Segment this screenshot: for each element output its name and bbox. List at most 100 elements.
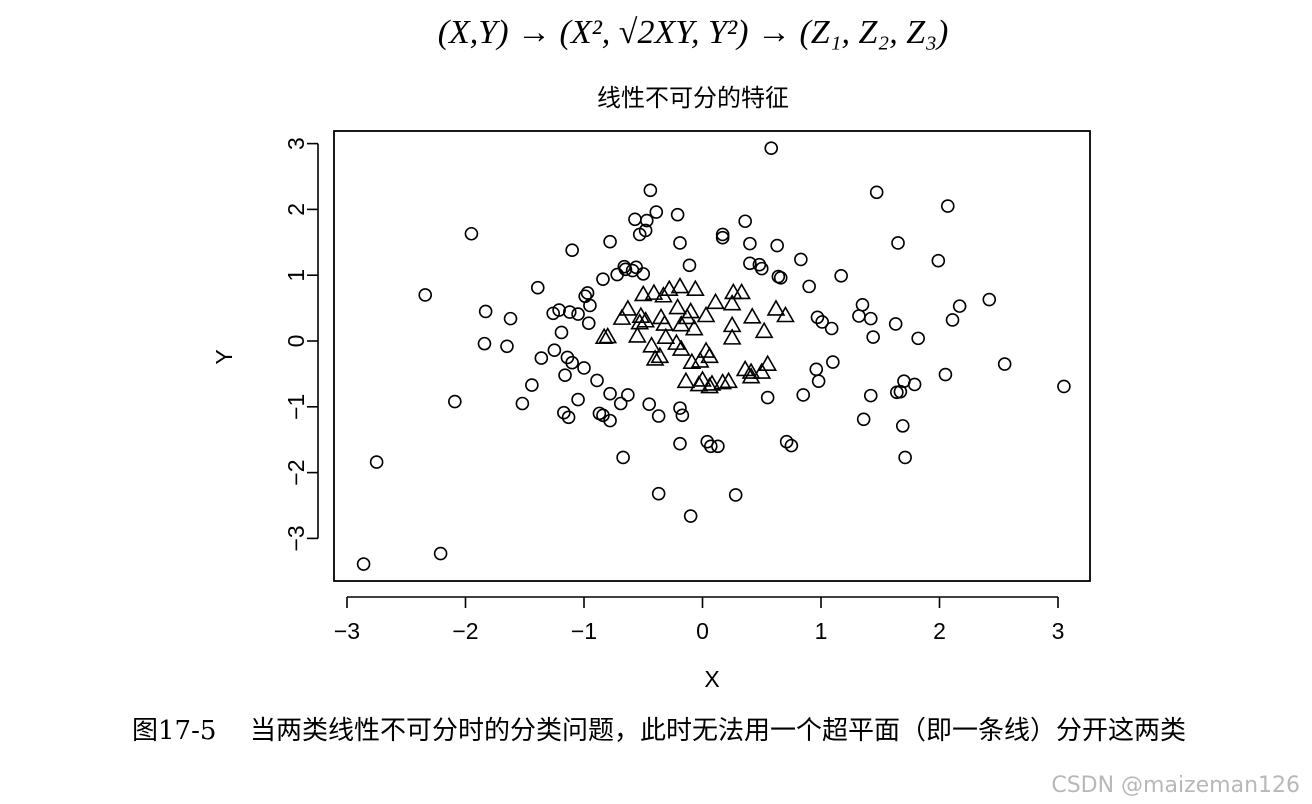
circle-point bbox=[616, 450, 630, 465]
circle-point bbox=[931, 253, 946, 268]
circle-point bbox=[562, 305, 577, 319]
triangle-point bbox=[644, 283, 664, 300]
circle-point bbox=[651, 409, 666, 423]
circle-point bbox=[779, 434, 794, 449]
triangle-point bbox=[742, 307, 762, 324]
triangle-point bbox=[650, 346, 670, 364]
circle-point bbox=[796, 388, 811, 402]
triangle-point bbox=[654, 286, 673, 303]
circle-point bbox=[997, 357, 1012, 371]
circle-point bbox=[982, 292, 997, 307]
circle-point bbox=[866, 330, 880, 344]
circle-point bbox=[478, 304, 493, 319]
triangle-point bbox=[689, 374, 709, 392]
circle-point bbox=[503, 311, 518, 326]
triangle-point bbox=[766, 299, 786, 316]
circle-point bbox=[565, 243, 579, 257]
watermark: CSDN @maizeman126 bbox=[1051, 773, 1300, 798]
circle-point bbox=[952, 299, 967, 313]
circle-point bbox=[571, 307, 585, 321]
data-markers bbox=[356, 141, 1071, 571]
circle-point bbox=[760, 390, 775, 405]
triangle-point bbox=[598, 326, 618, 344]
circle-point bbox=[802, 279, 816, 294]
triangle-point bbox=[670, 276, 690, 294]
triangle-point bbox=[612, 308, 632, 325]
circle-point bbox=[525, 378, 539, 392]
x-axis-label: X bbox=[704, 666, 719, 692]
circle-point bbox=[891, 236, 905, 250]
x-tick-label: 1 bbox=[815, 618, 828, 644]
triangle-point bbox=[706, 292, 725, 310]
circle-point bbox=[557, 405, 571, 420]
circle-point bbox=[869, 185, 884, 200]
triangle-point bbox=[633, 284, 653, 302]
circle-point bbox=[703, 439, 718, 454]
circle-point bbox=[448, 394, 462, 409]
circle-point bbox=[546, 306, 560, 321]
circle-point bbox=[642, 397, 656, 411]
circle-point bbox=[810, 310, 825, 325]
circle-point bbox=[773, 271, 788, 285]
circle-point bbox=[728, 488, 743, 502]
circle-point bbox=[554, 325, 569, 340]
y-tick-label: 2 bbox=[283, 203, 309, 216]
circle-point bbox=[534, 351, 549, 365]
triangle-point bbox=[732, 282, 751, 300]
triangle-point bbox=[684, 319, 704, 336]
circle-point bbox=[603, 413, 617, 428]
triangle-point bbox=[693, 370, 712, 387]
circle-point bbox=[596, 272, 610, 286]
circle-point bbox=[603, 386, 617, 401]
circle-point bbox=[673, 236, 687, 250]
triangle-point bbox=[722, 328, 742, 345]
circle-point bbox=[651, 486, 666, 501]
triangle-point bbox=[656, 327, 676, 345]
circle-point bbox=[824, 321, 839, 336]
x-tick-label: 3 bbox=[1052, 618, 1065, 644]
triangle-point bbox=[700, 346, 719, 364]
caption-text: 当两类线性不可分时的分类问题，此时无法用一个超平面（即一条线）分开这两类 bbox=[250, 716, 1187, 746]
triangle-point bbox=[642, 336, 661, 353]
triangle-point bbox=[676, 371, 696, 389]
circle-point bbox=[945, 313, 960, 327]
triangle-point bbox=[618, 299, 638, 316]
triangle-point bbox=[713, 372, 733, 390]
triangle-point bbox=[627, 326, 647, 343]
circle-point bbox=[856, 412, 871, 427]
circle-point bbox=[578, 289, 592, 304]
circle-point bbox=[610, 267, 624, 282]
circle-point bbox=[809, 362, 824, 377]
x-tick-label: 0 bbox=[696, 618, 709, 644]
circle-point bbox=[743, 236, 757, 251]
circle-point bbox=[852, 309, 866, 323]
circle-point bbox=[888, 317, 903, 331]
circle-point bbox=[621, 388, 635, 402]
triangle-point bbox=[686, 279, 705, 296]
circle-point bbox=[898, 450, 912, 465]
circle-point bbox=[643, 183, 658, 198]
circle-point bbox=[670, 207, 685, 222]
circle-point bbox=[826, 355, 840, 369]
circle-point bbox=[940, 199, 955, 213]
circle-point bbox=[500, 339, 514, 354]
x-axis: −3 −2 −1 0 1 2 3 bbox=[334, 596, 1065, 644]
circle-point bbox=[815, 315, 829, 329]
circle-point bbox=[613, 396, 628, 411]
triangle-point bbox=[702, 374, 722, 391]
circle-point bbox=[673, 436, 687, 451]
triangle-point bbox=[636, 311, 655, 328]
circle-point bbox=[583, 298, 597, 313]
triangle-point bbox=[659, 279, 679, 296]
circle-point bbox=[464, 226, 479, 241]
circle-point bbox=[530, 280, 545, 295]
circle-point bbox=[715, 230, 730, 245]
y-axis: −3 −2 −1 0 1 2 3 bbox=[283, 137, 319, 552]
circle-point bbox=[855, 298, 870, 312]
circle-point bbox=[907, 377, 922, 392]
triangle-point bbox=[677, 307, 697, 325]
y-tick-label: −3 bbox=[283, 525, 309, 551]
triangle-point bbox=[776, 305, 795, 323]
circle-point bbox=[581, 316, 596, 331]
